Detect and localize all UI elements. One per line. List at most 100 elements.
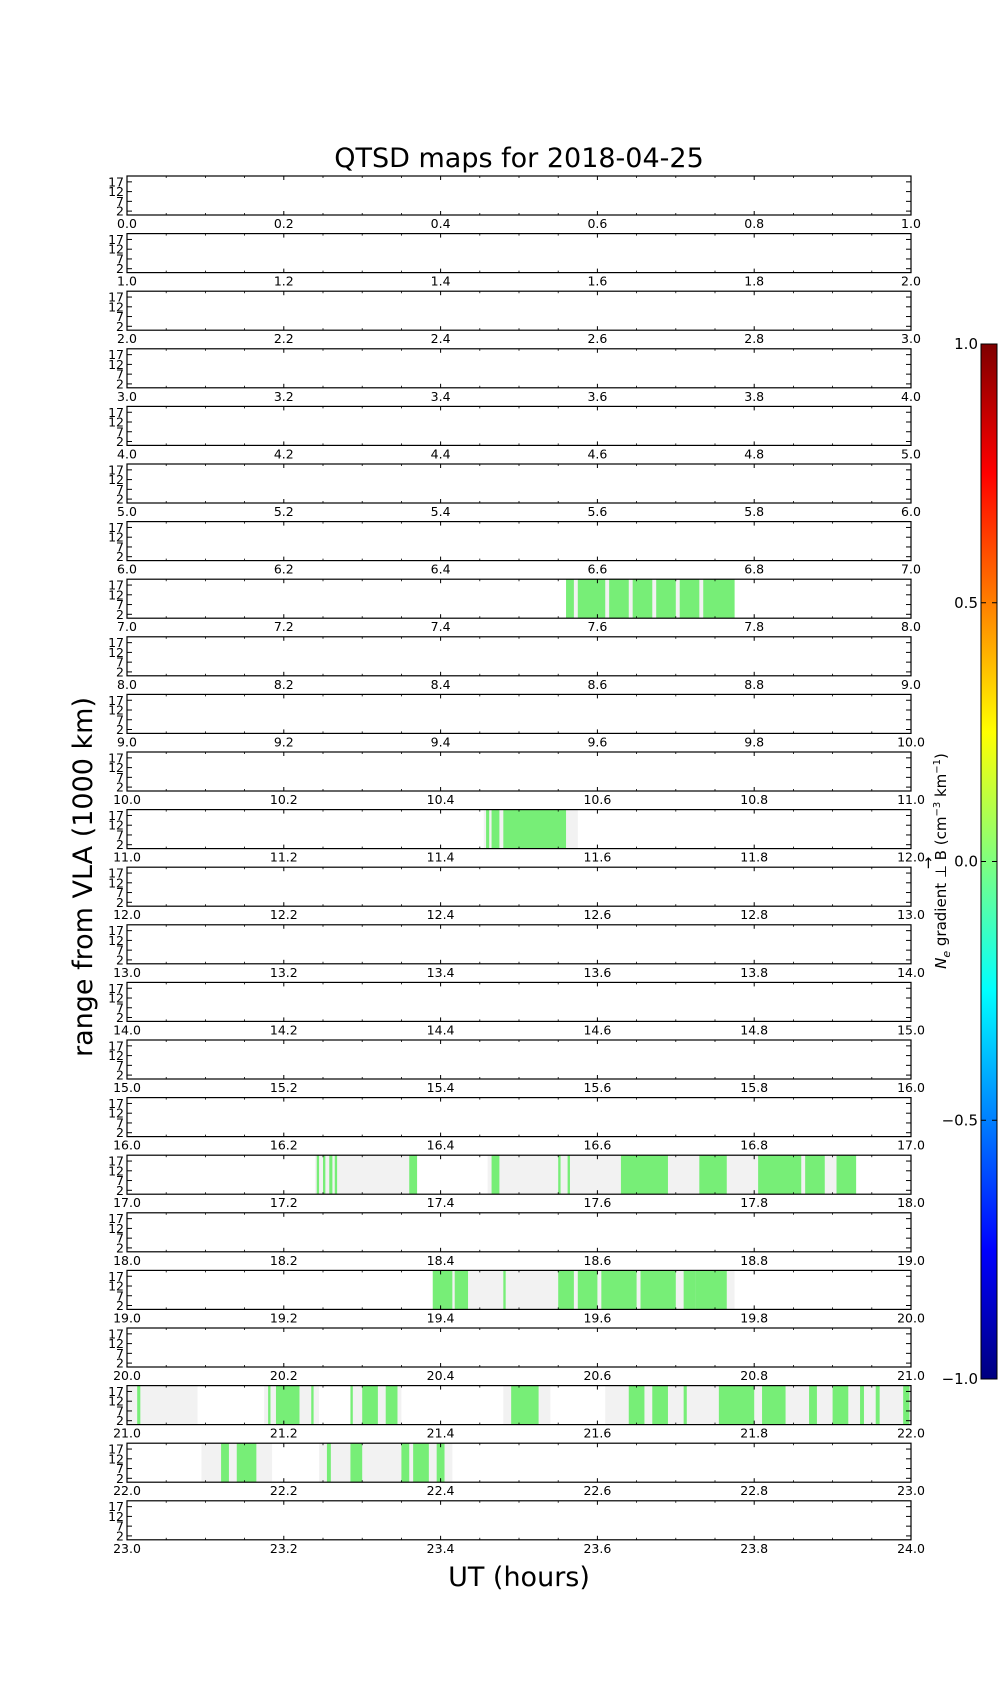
y-tick-label: 17 xyxy=(108,1442,124,1457)
y-tick-label: 12 xyxy=(108,1394,124,1409)
signal-region xyxy=(486,809,490,849)
x-tick-label: 8.0 xyxy=(901,619,921,634)
signal-region xyxy=(809,1385,817,1425)
x-tick-label: 20.0 xyxy=(113,1368,141,1383)
x-tick-label: 8.2 xyxy=(274,677,294,692)
x-tick-label: 2.0 xyxy=(117,331,137,346)
x-tick-label: 9.2 xyxy=(274,734,294,749)
x-tick-label: 10.8 xyxy=(740,792,768,807)
x-tick-label: 10.4 xyxy=(427,792,455,807)
colorbar-tick-label: −0.5 xyxy=(942,1111,978,1129)
y-tick-label: 17 xyxy=(108,578,124,593)
signal-region xyxy=(860,1385,864,1425)
colorbar-label-end: ) xyxy=(932,753,950,759)
x-tick-label: 3.0 xyxy=(117,389,137,404)
panel-frame xyxy=(126,866,912,907)
x-tick-label: 3.0 xyxy=(901,331,921,346)
y-tick-label: 7 xyxy=(116,1403,124,1418)
x-tick-label: 7.0 xyxy=(901,562,921,577)
y-tick-label: 2 xyxy=(116,1356,124,1371)
x-tick-label: 17.0 xyxy=(113,1195,141,1210)
y-tick-label: 12 xyxy=(108,415,124,430)
y-tick-label: 7 xyxy=(116,1058,124,1073)
x-tick-label: 20.4 xyxy=(427,1368,455,1383)
y-tick-label: 7 xyxy=(116,1000,124,1015)
x-tick-label: 19.2 xyxy=(270,1310,298,1325)
x-tick-label: 12.4 xyxy=(427,907,455,922)
signal-region xyxy=(699,1155,727,1195)
x-tick-label: 4.0 xyxy=(901,389,921,404)
signal-region xyxy=(683,1385,687,1425)
y-tick-label: 12 xyxy=(108,1221,124,1236)
x-tick-label: 20.0 xyxy=(897,1310,925,1325)
signal-region xyxy=(632,579,653,619)
x-tick-label: 13.0 xyxy=(113,965,141,980)
x-tick-label: 19.8 xyxy=(740,1310,768,1325)
x-tick-label: 15.4 xyxy=(427,1080,455,1095)
signal-region xyxy=(703,579,735,619)
y-tick-label: 7 xyxy=(116,251,124,266)
x-tick-label: 21.8 xyxy=(740,1426,768,1441)
y-tick-label: 2 xyxy=(116,261,124,276)
x-tick-label: 11.2 xyxy=(270,850,298,865)
chart-title: QTSD maps for 2018-04-25 xyxy=(334,143,704,174)
x-tick-label: 14.8 xyxy=(740,1022,768,1037)
y-tick-label: 2 xyxy=(116,952,124,967)
signal-region xyxy=(577,579,606,619)
x-tick-label: 9.8 xyxy=(744,734,764,749)
y-tick-label: 7 xyxy=(116,1288,124,1303)
signal-region xyxy=(236,1443,257,1483)
x-tick-label: 0.6 xyxy=(587,216,607,231)
y-tick-label: 12 xyxy=(108,242,124,257)
x-tick-label: 18.8 xyxy=(740,1253,768,1268)
signal-region xyxy=(503,809,567,849)
x-tick-label: 2.0 xyxy=(901,274,921,289)
x-tick-label: 5.6 xyxy=(587,504,607,519)
x-tick-label: 12.0 xyxy=(113,907,141,922)
panel-frame xyxy=(126,1039,912,1080)
x-tick-label: 8.4 xyxy=(431,677,451,692)
y-tick-label: 12 xyxy=(108,645,124,660)
y-tick-label: 2 xyxy=(116,780,124,795)
x-tick-label: 9.0 xyxy=(117,734,137,749)
y-tick-label: 2 xyxy=(116,319,124,334)
panel-frame xyxy=(126,463,912,504)
y-tick-label: 7 xyxy=(116,885,124,900)
x-tick-label: 5.4 xyxy=(431,504,451,519)
y-tick-label: 2 xyxy=(116,434,124,449)
x-tick-label: 15.6 xyxy=(583,1080,611,1095)
x-tick-label: 8.0 xyxy=(117,677,137,692)
y-tick-label: 17 xyxy=(108,1154,124,1169)
x-tick-label: 19.0 xyxy=(113,1310,141,1325)
colorbar: 1.0 0.5 0.0 −0.5 −1.0 Ne gradient ⊥ B (cm−3 … xyxy=(919,335,998,1388)
signal-region xyxy=(409,1155,418,1195)
panel-frame xyxy=(126,981,912,1023)
y-tick-label: 7 xyxy=(116,1346,124,1361)
signal-region xyxy=(503,1270,506,1310)
y-tick-label: 2 xyxy=(116,1528,124,1543)
colorbar-tick-label: 1.0 xyxy=(954,335,978,353)
colorbar-tick-label: −1.0 xyxy=(942,1370,978,1388)
x-tick-label: 1.0 xyxy=(117,274,137,289)
x-tick-label: 17.2 xyxy=(270,1195,298,1210)
x-tick-label: 11.6 xyxy=(583,850,611,865)
y-tick-label: 2 xyxy=(116,1413,124,1428)
x-tick-label: 17.8 xyxy=(740,1195,768,1210)
signal-region xyxy=(718,1385,755,1425)
x-tick-label: 14.0 xyxy=(897,965,925,980)
signal-region xyxy=(326,1443,331,1483)
x-tick-label: 16.0 xyxy=(113,1138,141,1153)
y-tick-label: 17 xyxy=(108,174,124,189)
x-tick-label: 0.4 xyxy=(431,216,451,231)
x-tick-label: 9.0 xyxy=(901,677,921,692)
signal-region xyxy=(683,1270,696,1310)
y-tick-label: 17 xyxy=(108,923,124,938)
x-tick-label: 15.0 xyxy=(113,1080,141,1095)
coverage-region xyxy=(319,1443,453,1483)
